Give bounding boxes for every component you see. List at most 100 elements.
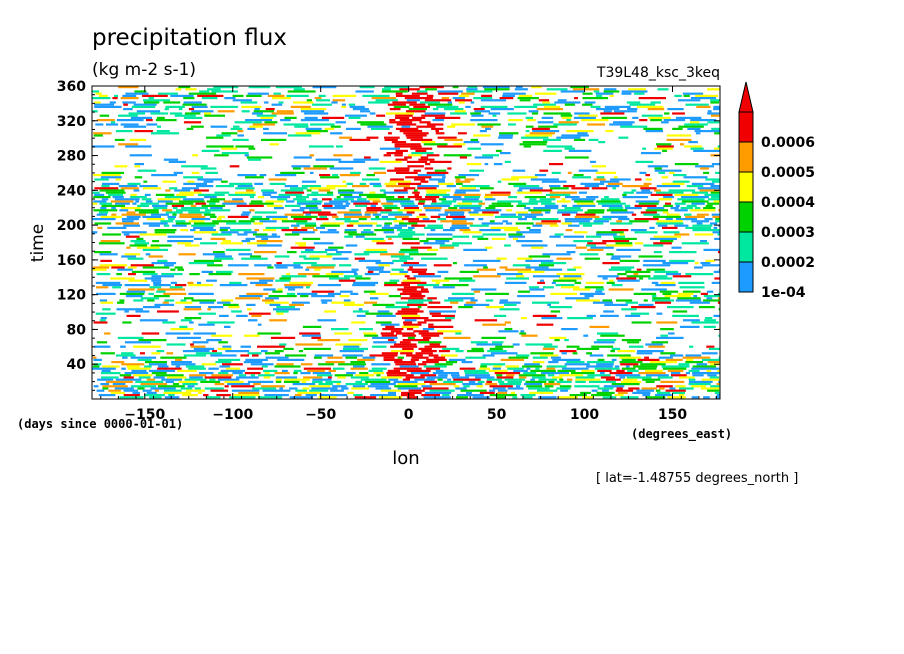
heatmap-cell xyxy=(640,363,666,366)
heatmap-cell xyxy=(416,125,436,128)
heatmap-cell xyxy=(339,264,352,267)
heatmap-cell xyxy=(418,341,442,344)
heatmap-cell xyxy=(248,86,271,89)
heatmap-cell xyxy=(638,97,666,100)
heatmap-cell xyxy=(417,185,439,188)
heatmap-cell xyxy=(438,350,450,353)
heatmap-cell xyxy=(221,147,238,150)
heatmap-cell xyxy=(210,354,237,357)
heatmap-cell xyxy=(190,343,194,346)
heatmap-cell xyxy=(553,123,577,126)
heatmap-cell xyxy=(184,244,200,247)
heatmap-cell xyxy=(512,237,518,240)
heatmap-cell xyxy=(336,251,352,254)
heatmap-cell xyxy=(685,226,712,229)
heatmap-cell xyxy=(157,200,173,203)
heatmap-cell xyxy=(578,169,598,172)
heatmap-cell xyxy=(677,297,701,300)
heatmap-cell xyxy=(249,125,263,128)
heatmap-cell xyxy=(444,277,473,280)
heatmap-cell xyxy=(458,94,470,97)
heatmap-cell xyxy=(229,281,242,284)
heatmap-cell xyxy=(212,350,217,353)
heatmap-cell xyxy=(626,101,641,104)
heatmap-cell xyxy=(519,376,527,379)
heatmap-cell xyxy=(240,101,258,104)
heatmap-cell xyxy=(229,165,240,168)
heatmap-cell xyxy=(93,200,107,203)
heatmap-cell xyxy=(516,275,525,278)
heatmap-cell xyxy=(465,356,486,359)
heatmap-cell xyxy=(222,345,232,348)
heatmap-cell xyxy=(491,237,506,240)
heatmap-cell xyxy=(541,372,569,375)
heatmap-cell xyxy=(117,336,144,339)
heatmap-cell xyxy=(270,196,291,199)
heatmap-cell xyxy=(426,367,441,370)
heatmap-cell xyxy=(644,356,649,359)
heatmap-cell xyxy=(380,211,403,214)
heatmap-cell xyxy=(322,222,345,225)
heatmap-cell xyxy=(682,92,704,95)
heatmap-cell xyxy=(604,105,631,108)
heatmap-cell xyxy=(318,396,337,399)
heatmap-cell xyxy=(246,277,275,280)
heatmap-cell xyxy=(153,295,170,298)
heatmap-cell xyxy=(390,330,402,333)
heatmap-cell xyxy=(341,103,346,106)
heatmap-cell xyxy=(125,295,143,298)
heatmap-cell xyxy=(148,292,154,295)
heatmap-cell xyxy=(601,204,623,207)
heatmap-cell xyxy=(311,191,319,194)
heatmap-cell xyxy=(582,396,594,399)
heatmap-cell xyxy=(313,165,335,168)
heatmap-cell xyxy=(167,376,187,379)
heatmap-cell xyxy=(561,116,572,119)
heatmap-cell xyxy=(101,185,110,188)
heatmap-cell xyxy=(271,233,277,236)
heatmap-cell xyxy=(139,319,168,322)
heatmap-cell xyxy=(257,244,282,247)
heatmap-cell xyxy=(616,248,641,251)
heatmap-cell xyxy=(134,90,147,93)
heatmap-cell xyxy=(706,345,715,348)
heatmap-cell xyxy=(712,215,720,218)
heatmap-cell xyxy=(678,99,701,102)
heatmap-cell xyxy=(647,165,669,168)
heatmap-cell xyxy=(324,202,343,205)
heatmap-cell xyxy=(263,369,278,372)
heatmap-cell xyxy=(349,222,378,225)
heatmap-cell xyxy=(666,213,680,216)
heatmap-cell xyxy=(400,248,419,251)
heatmap-cell xyxy=(558,277,583,280)
heatmap-cell xyxy=(631,213,637,216)
heatmap-cell xyxy=(131,105,156,108)
heatmap-cell xyxy=(403,323,422,326)
heatmap-cell xyxy=(716,383,720,386)
heatmap-cell xyxy=(584,185,599,188)
heatmap-cell xyxy=(342,354,363,357)
heatmap-cell xyxy=(242,211,251,214)
heatmap-cell xyxy=(393,105,410,108)
heatmap-cell xyxy=(287,134,312,137)
heatmap-cell xyxy=(110,200,134,203)
heatmap-cell xyxy=(714,147,720,150)
heatmap-cell xyxy=(528,387,550,390)
heatmap-cell xyxy=(224,97,236,100)
heatmap-cell xyxy=(225,248,251,251)
heatmap-cell xyxy=(141,332,160,335)
heatmap-cell xyxy=(190,345,206,348)
heatmap-cell xyxy=(201,149,220,152)
heatmap-cell xyxy=(683,319,700,322)
heatmap-cell xyxy=(276,363,294,366)
heatmap-cell xyxy=(530,178,559,181)
heatmap-cell xyxy=(389,180,411,183)
heatmap-cell xyxy=(597,332,619,335)
heatmap-cell xyxy=(314,354,334,357)
heatmap-cell xyxy=(309,389,329,392)
heatmap-cell xyxy=(490,108,514,111)
heatmap-cell xyxy=(543,149,562,152)
heatmap-cell xyxy=(128,273,136,276)
heatmap-cell xyxy=(278,193,303,196)
heatmap-cell xyxy=(151,262,177,265)
